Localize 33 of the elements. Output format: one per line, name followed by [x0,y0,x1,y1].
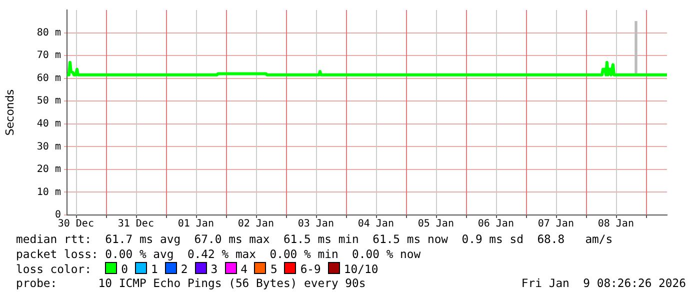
y-tick-label: 10 m [36,186,61,198]
text: loss color: [16,262,92,276]
text: median rtt: 61.7 ms avg 67.0 ms max 61.5 ms min 61.5 ms now 0.9 ms sd 68.8 am/s [16,232,613,246]
y-tick-label: 70 m [36,50,61,62]
x-tick-label: 08 Jan [598,218,634,230]
x-tick-label: 30 Dec [58,218,94,230]
y-tick-label: 0 [54,210,61,221]
x-tick-label: 06 Jan [478,218,514,230]
y-tick-label: 30 m [36,141,61,152]
text: 1 [151,262,158,276]
y-tick-label: 40 m [36,118,61,130]
text: 5 [270,262,278,276]
text: 0 [121,262,128,276]
x-tick-label: 04 Jan [358,218,394,230]
text: packet loss: 0.00 % avg 0.42 % max 0.00 % min 0.00 % now [16,246,421,261]
x-tick-label: 07 Jan [538,218,574,230]
y-tick-label: 50 m [36,96,61,107]
x-tick-label: 31 Dec [118,218,154,230]
text: 6-9 [300,262,321,276]
y-axis-title: Seconds [3,89,16,136]
y-tick-label: 60 m [36,72,61,84]
y-tick-label: 20 m [36,164,61,176]
text: 2 [180,262,188,276]
text: 10/10 [344,262,378,276]
x-tick-label: 03 Jan [298,218,334,230]
text: Fri Jan 9 08:26:26 2026 [521,276,686,292]
x-tick-label: 05 Jan [418,218,454,230]
x-tick-label: 01 Jan [178,218,214,230]
y-tick-label: 80 m [36,27,61,38]
text: probe: 10 ICMP Echo Pings (56 Bytes) every 90s [16,276,366,290]
x-tick-label: 02 Jan [238,218,274,230]
text: 3 [210,262,218,276]
text: 4 [240,262,248,276]
